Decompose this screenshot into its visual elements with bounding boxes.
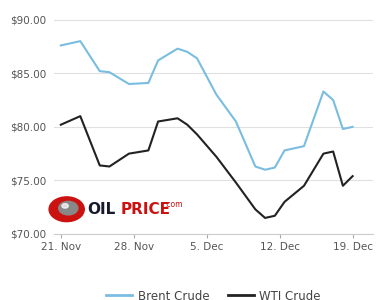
Brent Crude xyxy=(341,127,345,131)
WTI Crude xyxy=(263,216,268,220)
Circle shape xyxy=(62,204,68,208)
Brent Crude xyxy=(78,39,83,43)
WTI Crude xyxy=(175,116,180,120)
Brent Crude xyxy=(185,50,189,54)
WTI Crude xyxy=(253,208,258,211)
Brent Crude xyxy=(302,144,306,148)
WTI Crude xyxy=(78,114,83,118)
WTI Crude xyxy=(234,181,238,184)
WTI Crude xyxy=(59,123,63,127)
Brent Crude xyxy=(331,98,335,102)
WTI Crude xyxy=(273,214,277,217)
Brent Crude xyxy=(146,81,151,85)
Circle shape xyxy=(59,201,78,215)
Brent Crude xyxy=(321,90,326,93)
Circle shape xyxy=(49,197,84,222)
Text: PRICE: PRICE xyxy=(121,202,171,217)
Legend: Brent Crude, WTI Crude: Brent Crude, WTI Crude xyxy=(102,285,326,300)
WTI Crude xyxy=(195,133,199,136)
Brent Crude xyxy=(195,56,199,60)
Brent Crude xyxy=(253,165,258,168)
WTI Crude xyxy=(146,148,151,152)
Brent Crude xyxy=(59,44,63,47)
Text: .com: .com xyxy=(164,200,182,209)
Brent Crude xyxy=(97,69,102,73)
Brent Crude xyxy=(175,47,180,50)
Brent Crude xyxy=(263,168,268,172)
Text: OIL: OIL xyxy=(87,202,116,217)
Brent Crude xyxy=(127,82,131,86)
WTI Crude xyxy=(127,152,131,155)
Brent Crude xyxy=(273,166,277,169)
WTI Crude xyxy=(331,150,335,153)
WTI Crude xyxy=(107,165,112,168)
Brent Crude xyxy=(214,93,219,97)
WTI Crude xyxy=(185,123,189,127)
Brent Crude xyxy=(282,148,287,152)
Brent Crude xyxy=(350,125,355,129)
WTI Crude xyxy=(302,184,306,188)
WTI Crude xyxy=(341,184,345,188)
Brent Crude xyxy=(156,58,161,62)
Brent Crude xyxy=(234,120,238,123)
WTI Crude xyxy=(97,164,102,167)
WTI Crude xyxy=(350,174,355,178)
Brent Crude xyxy=(107,70,112,74)
WTI Crude xyxy=(321,152,326,155)
WTI Crude xyxy=(282,200,287,204)
Line: WTI Crude: WTI Crude xyxy=(61,116,353,218)
WTI Crude xyxy=(156,120,161,123)
WTI Crude xyxy=(214,155,219,159)
Line: Brent Crude: Brent Crude xyxy=(61,41,353,170)
